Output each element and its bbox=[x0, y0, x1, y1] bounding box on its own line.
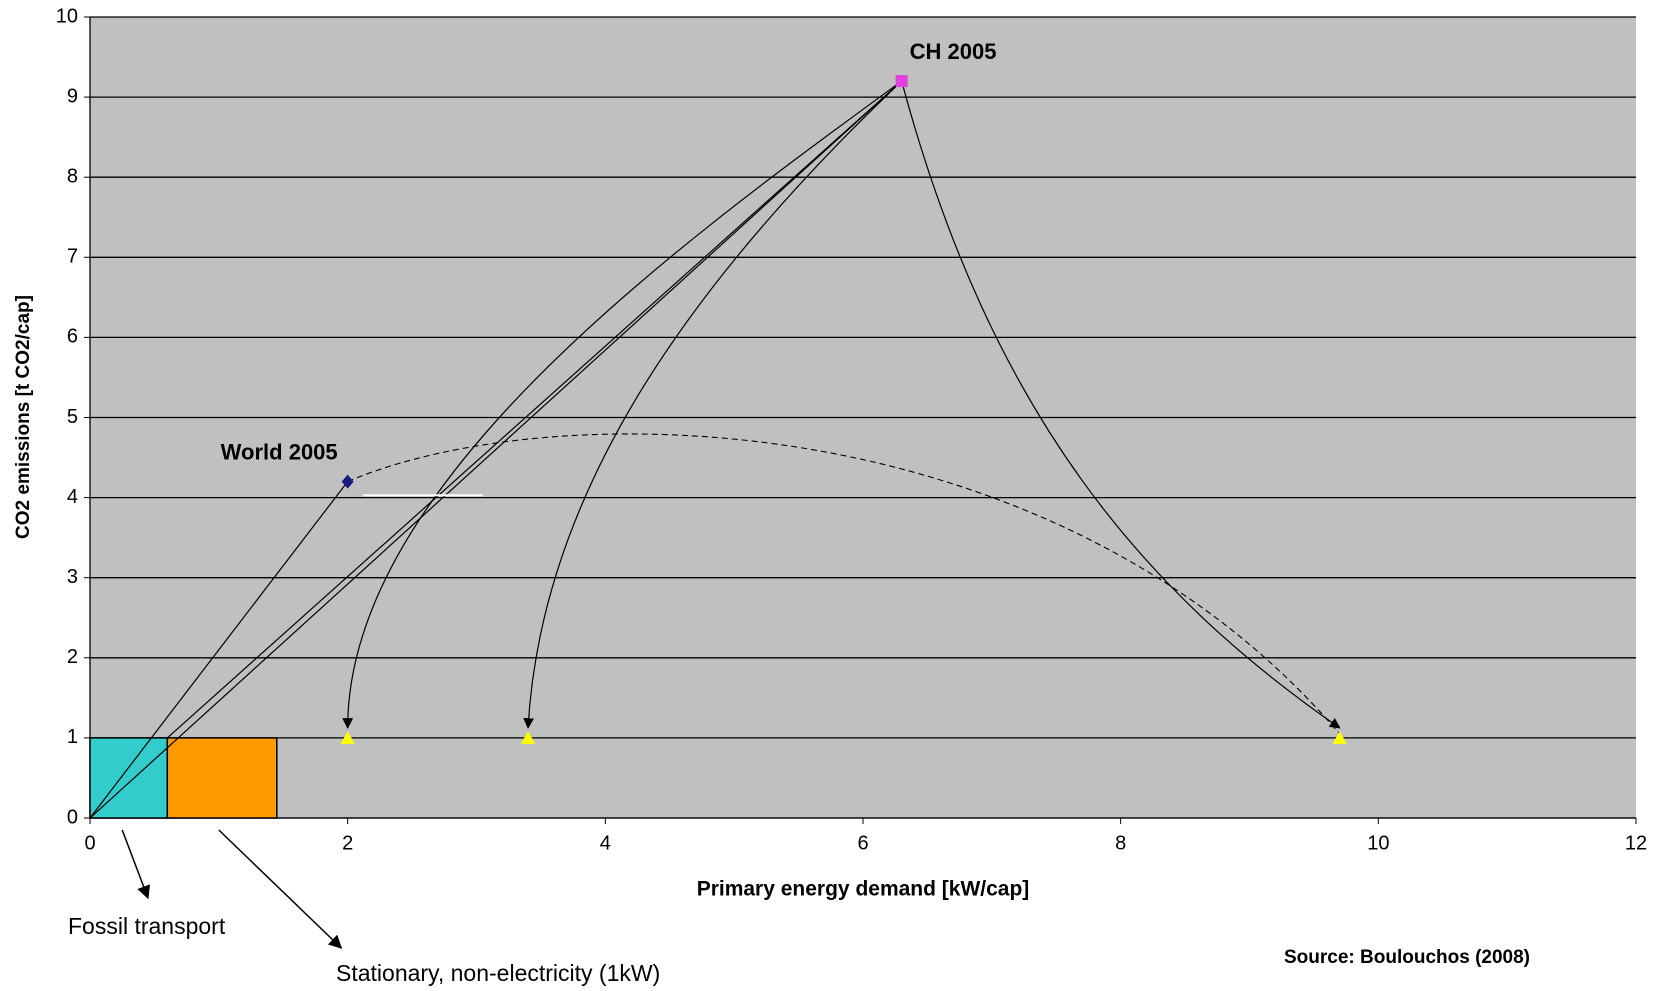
y-tick-label: 4 bbox=[67, 486, 78, 508]
x-tick-label: 4 bbox=[600, 832, 611, 854]
x-tick-label: 8 bbox=[1115, 832, 1126, 854]
y-tick-label: 9 bbox=[67, 85, 78, 107]
label-arrow bbox=[218, 829, 343, 949]
box-label: Stationary, non-electricity (1kW) bbox=[336, 960, 660, 986]
y-tick-label: 3 bbox=[67, 566, 78, 588]
y-tick-label: 1 bbox=[67, 726, 78, 748]
y-tick-label: 5 bbox=[67, 406, 78, 428]
x-axis-label: Primary energy demand [kW/cap] bbox=[697, 878, 1030, 901]
connector bbox=[89, 481, 349, 819]
source-note: Source: Boulouchos (2008) bbox=[1284, 947, 1530, 968]
x-tick-label: 0 bbox=[84, 832, 95, 854]
y-tick-label: 0 bbox=[67, 806, 78, 828]
x-tick-label: 10 bbox=[1367, 832, 1389, 854]
box bbox=[89, 737, 169, 819]
connector bbox=[89, 80, 903, 819]
box bbox=[166, 737, 278, 819]
arrow-curve bbox=[342, 80, 903, 729]
y-tick-label: 7 bbox=[67, 246, 78, 268]
y-axis-label: CO2 emissions [t CO2/cap] bbox=[13, 295, 34, 539]
dashed-curve bbox=[347, 433, 1341, 735]
x-tick-label: 12 bbox=[1625, 832, 1647, 854]
point bbox=[341, 474, 354, 489]
point-label: CH 2005 bbox=[910, 39, 997, 64]
target-point bbox=[340, 730, 355, 744]
target-point bbox=[1332, 730, 1347, 744]
x-tick-label: 2 bbox=[342, 832, 353, 854]
point-label: World 2005 bbox=[221, 439, 338, 464]
x-tick-label: 6 bbox=[857, 832, 868, 854]
point bbox=[895, 75, 908, 88]
box-label: Fossil transport bbox=[68, 913, 226, 939]
y-tick-label: 10 bbox=[56, 5, 78, 27]
arrow-curve bbox=[901, 80, 1341, 729]
y-tick-label: 8 bbox=[67, 165, 78, 187]
y-tick-label: 2 bbox=[67, 646, 78, 668]
arrow-curve bbox=[523, 80, 903, 729]
label-arrow bbox=[121, 829, 150, 900]
target-point bbox=[521, 730, 536, 744]
connector bbox=[166, 80, 903, 739]
y-tick-label: 6 bbox=[67, 326, 78, 348]
